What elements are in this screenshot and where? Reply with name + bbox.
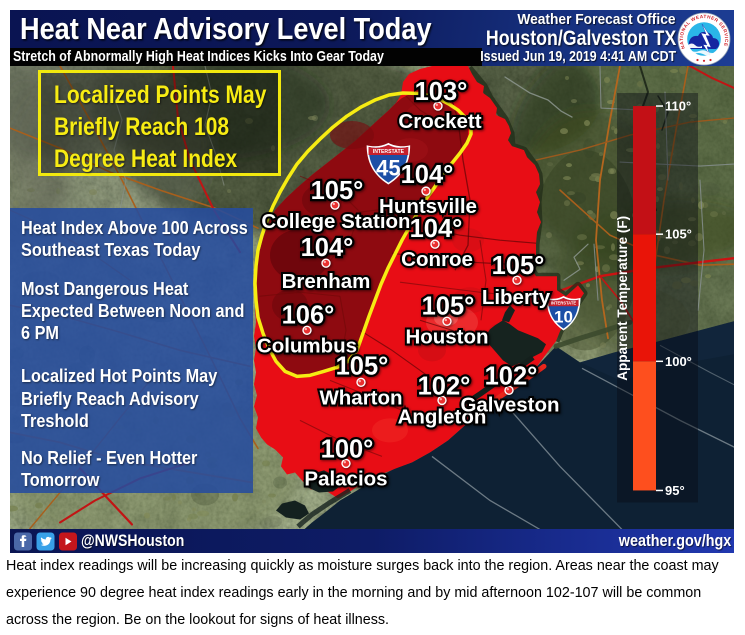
- svg-text:Apparent Temperature (F): Apparent Temperature (F): [615, 216, 630, 381]
- svg-text:Palacios: Palacios: [304, 467, 387, 490]
- svg-text:INTERSTATE: INTERSTATE: [373, 149, 405, 155]
- svg-text:Liberty: Liberty: [482, 286, 551, 309]
- svg-text:103°: 103°: [415, 78, 468, 106]
- svg-text:106°: 106°: [282, 301, 335, 329]
- svg-text:100°: 100°: [321, 435, 374, 463]
- svg-text:105°: 105°: [492, 252, 545, 280]
- svg-text:College Station: College Station: [261, 210, 410, 233]
- svg-text:105°: 105°: [422, 292, 475, 320]
- svg-text:Crockett: Crockett: [398, 110, 481, 133]
- svg-text:Angleton: Angleton: [398, 405, 487, 428]
- svg-text:102°: 102°: [418, 372, 471, 400]
- svg-text:Conroe: Conroe: [401, 248, 473, 271]
- svg-text:45: 45: [376, 155, 400, 180]
- svg-text:110°: 110°: [665, 99, 691, 114]
- svg-text:104°: 104°: [401, 161, 454, 189]
- svg-text:Wharton: Wharton: [319, 386, 402, 409]
- svg-text:Huntsville: Huntsville: [379, 195, 477, 218]
- svg-text:Brenham: Brenham: [282, 270, 371, 293]
- svg-text:105°: 105°: [311, 177, 364, 205]
- svg-text:104°: 104°: [410, 215, 463, 243]
- svg-text:10: 10: [554, 308, 573, 327]
- svg-text:105°: 105°: [665, 227, 692, 242]
- svg-text:Columbus: Columbus: [257, 334, 357, 357]
- svg-text:105°: 105°: [336, 352, 389, 380]
- svg-text:95°: 95°: [665, 483, 685, 498]
- svg-text:Houston: Houston: [405, 325, 488, 348]
- svg-text:104°: 104°: [301, 234, 354, 262]
- svg-text:Galveston: Galveston: [460, 393, 559, 416]
- svg-text:INTERSTATE: INTERSTATE: [551, 301, 577, 306]
- svg-text:102°: 102°: [485, 362, 538, 390]
- svg-text:100°: 100°: [665, 354, 692, 369]
